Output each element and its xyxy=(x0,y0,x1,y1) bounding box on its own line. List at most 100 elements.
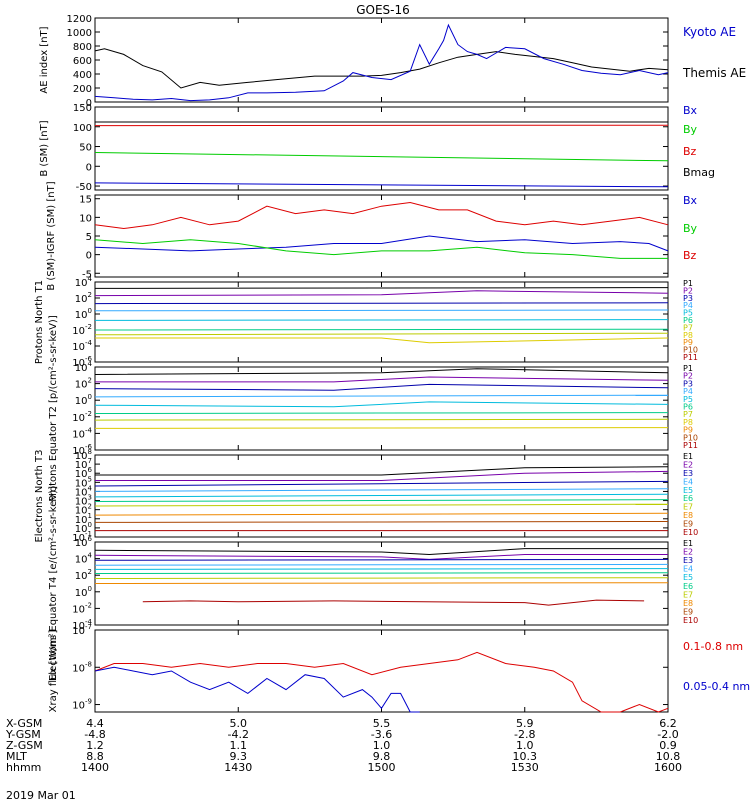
panel-frame xyxy=(94,629,669,713)
legend-entry: E2 xyxy=(683,460,693,469)
legend-entry: E7 xyxy=(683,590,693,599)
legend-entry: P5 xyxy=(683,309,693,318)
series-e1 xyxy=(94,548,668,556)
y-tick-label: -5 xyxy=(82,269,92,280)
series-p2 xyxy=(95,376,669,383)
series-by xyxy=(94,239,668,259)
series-e2 xyxy=(95,470,669,481)
y-tick-label: 104 xyxy=(75,275,93,289)
y-tick-label: 800 xyxy=(73,42,92,53)
panel-frame xyxy=(94,194,669,278)
x-table-value: 1600 xyxy=(654,761,682,774)
x-table-value: -2.8 xyxy=(514,728,535,741)
y-tick-label: 102 xyxy=(75,291,92,305)
series-p1 xyxy=(94,368,669,375)
y-tick-label: 10-2 xyxy=(72,601,92,615)
series-e3 xyxy=(94,480,669,487)
series-p7 xyxy=(94,418,669,421)
legend-entry: P6 xyxy=(683,403,693,412)
y-tick-label: 50 xyxy=(79,143,92,154)
series-e4 xyxy=(94,563,669,566)
series-e3 xyxy=(94,558,669,561)
x-table-row-label: hhmm xyxy=(6,761,41,774)
legend-entry: 0.1-0.8 nm xyxy=(683,640,743,653)
y-tick-label: 102 xyxy=(75,568,92,582)
legend-entry: P8 xyxy=(683,331,693,340)
x-table-value: 5.9 xyxy=(516,717,534,730)
panel-1: 0 200 400 600 800 1000 1200 AE index [nT] Kyoto … xyxy=(39,14,746,109)
y-tick-label: 100 xyxy=(73,123,92,134)
y-tick-label: -50 xyxy=(76,182,92,193)
x-table-value: 5.5 xyxy=(373,717,391,730)
series-p4 xyxy=(94,394,669,398)
x-table-value: 6.2 xyxy=(659,717,677,730)
legend-entry: P3 xyxy=(683,379,693,388)
legend-entry: P5 xyxy=(683,395,693,404)
legend-entry: E8 xyxy=(683,599,693,608)
legend-entry: P7 xyxy=(683,410,693,419)
y-axis-label: Xray flux [W/m²] xyxy=(48,630,59,713)
legend-entry: P1 xyxy=(683,364,693,373)
legend-entry: P11 xyxy=(683,441,698,450)
series-p8 xyxy=(95,337,669,344)
y-tick-label: 10 xyxy=(79,213,92,224)
x-table-value: -4.8 xyxy=(84,728,105,741)
y-tick-label: 1000 xyxy=(67,28,92,39)
legend-entry: P10 xyxy=(683,433,698,442)
y-tick-label: 200 xyxy=(73,84,92,95)
legend-entry: E10 xyxy=(683,528,698,537)
x-table-value: 1430 xyxy=(224,761,252,774)
series-e7 xyxy=(94,577,669,579)
series-p5 xyxy=(94,319,669,321)
y-tick-label: 10-4 xyxy=(72,426,92,440)
y-axis-label: Protons Equator T2 [p/(cm²-s-sr-keV)] xyxy=(48,315,59,502)
y-tick-label: 150 xyxy=(73,103,92,114)
series-0-1-0-8-nm xyxy=(94,651,669,713)
x-table-value: 10.8 xyxy=(656,750,681,763)
series-e5 xyxy=(94,568,669,570)
series-0-05-0-4-nm xyxy=(94,666,420,713)
legend-entry: P2 xyxy=(683,372,693,381)
x-table-value: 0.9 xyxy=(659,739,677,752)
legend-entry: By xyxy=(683,222,698,235)
series-p4 xyxy=(94,309,669,312)
series-bx xyxy=(94,182,669,188)
x-table-value: 4.4 xyxy=(86,717,104,730)
series-p3 xyxy=(94,302,669,305)
x-table-value: -2.0 xyxy=(657,728,678,741)
legend-entry: P6 xyxy=(683,316,693,325)
legend-entry: E4 xyxy=(683,477,693,486)
series-p8 xyxy=(94,427,669,429)
x-table-row-label: Y-GSM xyxy=(5,728,41,741)
legend-entry: Kyoto AE xyxy=(683,25,736,39)
y-tick-label: 10-7 xyxy=(72,623,92,637)
series-e6 xyxy=(94,499,669,502)
x-table-value: 10.3 xyxy=(513,750,538,763)
series-p6 xyxy=(94,412,669,414)
y-tick-label: 106 xyxy=(75,535,93,549)
legend-entry: E9 xyxy=(683,607,693,616)
legend-entry: E7 xyxy=(683,503,693,512)
panel-frame xyxy=(94,106,669,191)
series-e5 xyxy=(94,493,669,498)
x-table-value: 1500 xyxy=(368,761,396,774)
series-e9 xyxy=(94,521,669,523)
y-tick-label: 0 xyxy=(86,251,92,262)
legend-entry: E9 xyxy=(683,520,693,529)
legend-entry: P9 xyxy=(683,426,693,435)
x-table-row-label: MLT xyxy=(6,750,27,763)
x-table-value: 9.3 xyxy=(230,750,248,763)
legend-entry: E3 xyxy=(683,469,693,478)
y-tick-label: 10-4 xyxy=(72,339,92,353)
legend-entry: P4 xyxy=(683,387,693,396)
legend-entry: P2 xyxy=(683,286,693,295)
legend-entry: E4 xyxy=(683,565,693,574)
legend-entry: 0.05-0.4 nm xyxy=(683,680,750,693)
plot-title: GOES-16 xyxy=(356,3,410,17)
panel-2: -50 0 50 100 150 B (SM) [nT] Bx By Bz Bmag xyxy=(39,103,715,193)
series-bz xyxy=(94,201,669,230)
